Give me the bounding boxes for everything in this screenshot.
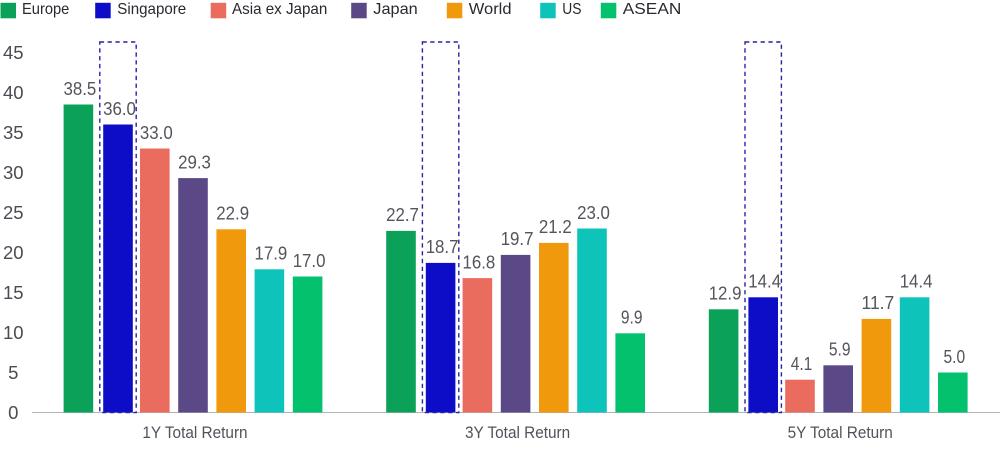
svg-text:Japan: Japan: [373, 1, 417, 18]
svg-text:9.9: 9.9: [621, 307, 643, 328]
svg-text:15: 15: [3, 282, 24, 303]
svg-text:36.0: 36.0: [103, 98, 136, 119]
svg-text:5.9: 5.9: [829, 339, 851, 360]
svg-text:21.2: 21.2: [539, 216, 572, 237]
svg-text:30: 30: [3, 162, 24, 183]
svg-text:1Y Total Return: 1Y Total Return: [142, 423, 247, 442]
svg-text:35: 35: [3, 122, 24, 143]
svg-text:ASEAN: ASEAN: [623, 1, 682, 18]
svg-text:Asia ex Japan: Asia ex Japan: [232, 1, 327, 18]
svg-text:12.9: 12.9: [709, 283, 742, 304]
svg-text:Europe: Europe: [22, 1, 69, 18]
svg-text:40: 40: [3, 82, 24, 103]
svg-text:45: 45: [3, 42, 24, 63]
svg-text:19.7: 19.7: [501, 228, 534, 249]
svg-text:18.7: 18.7: [426, 236, 459, 257]
svg-text:0: 0: [8, 402, 18, 423]
svg-text:22.9: 22.9: [216, 203, 249, 224]
svg-text:US: US: [562, 1, 581, 18]
svg-text:5Y Total Return: 5Y Total Return: [788, 423, 893, 442]
svg-text:38.5: 38.5: [64, 78, 97, 99]
svg-text:Singapore: Singapore: [117, 1, 186, 18]
svg-text:10: 10: [3, 322, 24, 343]
svg-text:33.0: 33.0: [140, 122, 173, 143]
svg-text:3Y Total Return: 3Y Total Return: [465, 423, 570, 442]
svg-text:14.4: 14.4: [900, 271, 933, 292]
svg-text:16.8: 16.8: [463, 251, 496, 272]
svg-text:17.9: 17.9: [255, 243, 288, 264]
svg-text:22.7: 22.7: [386, 204, 419, 225]
svg-text:20: 20: [3, 242, 24, 263]
svg-text:5.0: 5.0: [944, 346, 966, 367]
svg-text:25: 25: [3, 202, 24, 223]
svg-text:23.0: 23.0: [577, 202, 610, 223]
svg-text:29.3: 29.3: [178, 151, 211, 172]
svg-text:11.7: 11.7: [862, 292, 895, 313]
svg-text:14.4: 14.4: [748, 271, 781, 292]
svg-text:4.1: 4.1: [791, 353, 813, 374]
svg-text:World: World: [469, 1, 512, 18]
svg-text:17.0: 17.0: [293, 250, 326, 271]
svg-text:5: 5: [8, 362, 18, 383]
